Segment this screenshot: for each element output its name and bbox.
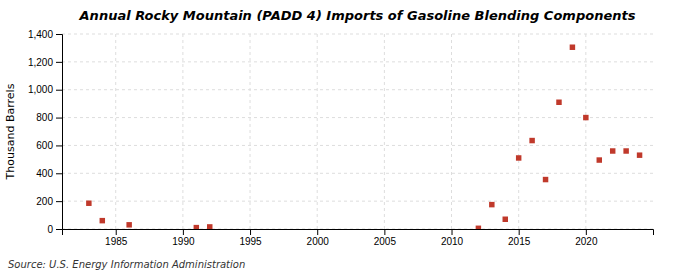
y-tick-mark <box>56 90 62 91</box>
grid-line-y <box>62 173 653 174</box>
y-tick-mark <box>56 229 62 230</box>
point <box>489 202 494 207</box>
x-tick-mark <box>116 229 117 235</box>
x-axis: 1985 1990 1995 2000 2005 2010 2015 2020 <box>63 229 654 247</box>
y-tick-label: 200 <box>36 196 53 207</box>
x-tick: 1995 <box>239 229 262 247</box>
x-tick: 2010 <box>441 229 464 247</box>
grid-line-x <box>250 34 251 229</box>
grid-line-y <box>62 145 653 146</box>
y-axis-line <box>56 35 63 230</box>
grid-line-y <box>62 89 653 90</box>
y-tick: 200 <box>36 196 62 207</box>
x-tick-mark <box>519 229 520 235</box>
point <box>100 218 105 223</box>
plot-area: 1985 1990 1995 2000 2005 2010 2015 2020 0 200 400 6… <box>28 29 654 247</box>
grid-line-x <box>115 34 116 229</box>
y-tick: 800 <box>36 112 62 123</box>
point <box>597 157 602 162</box>
x-tick-label: 2010 <box>441 236 464 247</box>
y-axis: 0 200 400 600 800 1,000 1,200 1,400 <box>28 29 63 235</box>
y-axis-title: Thousand Barrels <box>4 83 17 180</box>
y-tick-mark <box>56 201 62 202</box>
x-tick-label: 2005 <box>374 236 397 247</box>
source: Source: U.S. Energy Information Administ… <box>8 259 245 270</box>
grid-line-x <box>585 34 586 229</box>
grid-line-x <box>518 34 519 229</box>
y-tick-mark <box>56 118 62 119</box>
x-tick-mark <box>250 229 251 235</box>
x-tick-label: 1990 <box>172 236 195 247</box>
y-tick: 600 <box>36 140 62 151</box>
point <box>207 224 212 229</box>
grid-line-y <box>62 34 653 35</box>
grid-line-x <box>384 34 385 229</box>
y-tick: 400 <box>36 168 62 179</box>
y-tick-mark <box>56 145 62 146</box>
y-tick-label: 1,400 <box>28 29 53 40</box>
x-tick: 2000 <box>307 229 330 247</box>
x-tick: 1985 <box>105 229 128 247</box>
grid-line-y <box>62 201 653 202</box>
x-tick-mark <box>586 229 587 235</box>
x-tick-mark <box>452 229 453 235</box>
x-axis-line <box>63 230 654 236</box>
chart: 1985 1990 1995 2000 2005 2010 2015 2020 0 200 400 6… <box>0 0 675 275</box>
x-tick-mark <box>317 229 318 235</box>
point <box>529 138 534 143</box>
grid <box>62 34 653 229</box>
y-tick-label: 600 <box>36 140 53 151</box>
x-tick: 1990 <box>172 229 195 247</box>
point <box>583 115 588 120</box>
x-tick-mark <box>384 229 385 235</box>
grid-line-y <box>62 117 653 118</box>
y-tick-mark <box>56 34 62 35</box>
point <box>126 222 131 227</box>
y-tick: 0 <box>47 224 62 235</box>
y-tick-label: 1,200 <box>28 57 53 68</box>
points <box>86 44 642 229</box>
x-tick-mark <box>183 229 184 235</box>
point <box>516 155 521 160</box>
point <box>543 177 548 182</box>
y-tick-label: 1,000 <box>28 84 53 95</box>
y-tick-mark <box>56 173 62 174</box>
point <box>623 148 628 153</box>
point <box>570 44 575 49</box>
point <box>86 200 91 205</box>
y-tick-label: 400 <box>36 168 53 179</box>
y-tick: 1,000 <box>28 84 62 95</box>
grid-line-x <box>451 34 452 229</box>
grid-line-x <box>317 34 318 229</box>
x-tick: 2015 <box>508 229 531 247</box>
y-tick: 1,400 <box>28 29 62 40</box>
x-tick-label: 1995 <box>239 236 262 247</box>
grid-line-y <box>62 61 653 62</box>
y-tick: 1,200 <box>28 57 62 68</box>
point <box>637 152 642 157</box>
point <box>610 148 615 153</box>
y-tick-label: 0 <box>47 224 53 235</box>
x-tick-label: 1985 <box>105 236 128 247</box>
y-tick-label: 800 <box>36 112 53 123</box>
point <box>503 217 508 222</box>
x-tick-label: 2000 <box>307 236 330 247</box>
y-tick-mark <box>56 62 62 63</box>
x-tick-label: 2015 <box>508 236 531 247</box>
title: Annual Rocky Mountain (PADD 4) Imports o… <box>79 8 636 23</box>
point <box>476 226 481 229</box>
grid-line-x <box>182 34 183 229</box>
x-tick: 2005 <box>374 229 397 247</box>
x-tick-label: 2020 <box>575 236 598 247</box>
point <box>556 100 561 105</box>
point <box>194 225 199 229</box>
x-tick: 2020 <box>575 229 598 247</box>
